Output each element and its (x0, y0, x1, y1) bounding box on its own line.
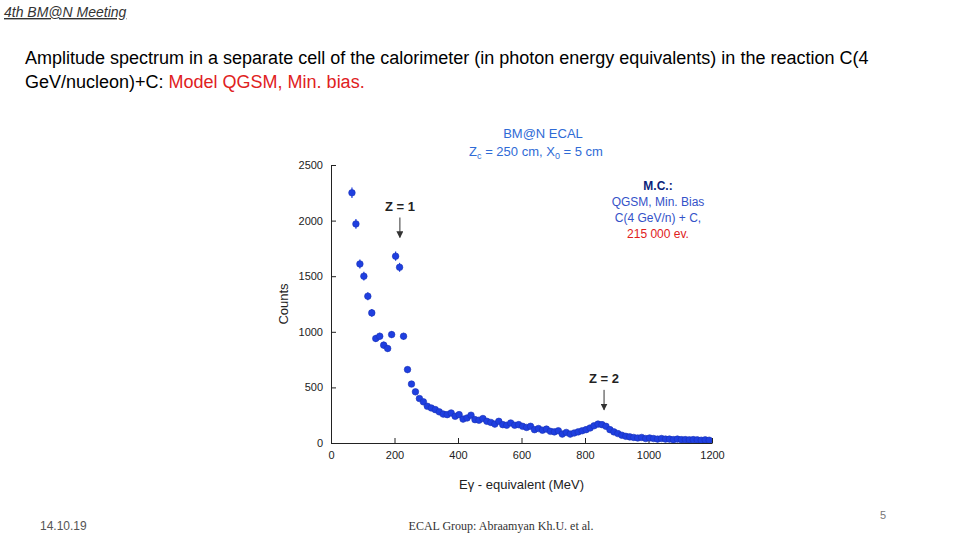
y-tick: 500 (305, 381, 336, 393)
x-tick-label: 0 (328, 449, 334, 461)
x-tick-label: 200 (386, 449, 404, 461)
y-tick-mark (331, 165, 336, 166)
heading-highlight: Model QGSM, Min. bias. (169, 72, 365, 92)
x-tick-mark (585, 438, 586, 443)
y-tick-mark (331, 332, 336, 333)
text-box-line: M.C.: (643, 179, 672, 193)
data-point (361, 273, 368, 280)
y-tick: 0 (317, 437, 336, 449)
y-tick-label: 0 (317, 437, 323, 449)
data-point (349, 190, 356, 197)
y-tick: 1000 (299, 326, 336, 338)
slide: 4th BM@N Meeting 14.10.19 ECAL Group: Abra… (0, 0, 960, 540)
y-axis: 0 500 1000 1500 2000 2500 (299, 159, 336, 449)
meeting-header: 4th BM@N Meeting (4, 4, 127, 20)
chart-subtitle: Zc = 250 cm, X0 = 5 cm (469, 144, 603, 161)
y-tick: 2500 (299, 159, 336, 171)
y-tick: 2000 (299, 215, 336, 227)
plot-area (349, 188, 712, 443)
data-point (369, 310, 376, 317)
y-tick-label: 2000 (299, 215, 323, 227)
footer-text: ECAL Group: Abraamyan Kh.U. et al. (409, 519, 594, 533)
chart-title: BM@N ECAL (503, 126, 583, 141)
y-tick-mark (331, 387, 336, 388)
subtitle-part: Z (469, 144, 477, 159)
x-tick: 800 (576, 438, 594, 461)
x-tick-label: 600 (513, 449, 531, 461)
x-tick-mark (522, 438, 523, 443)
data-point (396, 264, 403, 271)
x-tick-mark (458, 438, 459, 443)
data-point (404, 366, 411, 373)
subtitle-part: = 5 cm (560, 144, 603, 159)
annotation-arrow (399, 218, 400, 238)
data-point (384, 345, 391, 352)
data-point (392, 253, 399, 260)
y-tick-mark (331, 221, 336, 222)
x-tick-label: 1200 (700, 449, 724, 461)
text-box-line: C(4 GeV/n) + C, (615, 211, 701, 225)
x-tick: 600 (513, 438, 531, 461)
page-number: 5 (880, 509, 886, 521)
y-tick-mark (331, 276, 336, 277)
x-axis-line (332, 443, 713, 444)
x-tick-label: 800 (576, 449, 594, 461)
x-tick-mark (395, 438, 396, 443)
text-box-line: 215 000 ev. (627, 227, 689, 241)
data-point (376, 333, 383, 340)
data-point (408, 381, 415, 388)
x-tick-mark (712, 438, 713, 443)
annotation-arrow (604, 390, 605, 410)
data-point (365, 293, 372, 300)
text-box-line: QGSM, Min. Bias (612, 195, 705, 209)
data-point (353, 221, 360, 228)
y-tick-label: 2500 (299, 159, 323, 171)
x-tick: 400 (449, 438, 467, 461)
annotation-label: Z = 2 (589, 371, 619, 386)
data-point (357, 261, 364, 268)
annotation-label: Z = 1 (385, 199, 415, 214)
data-point (388, 331, 395, 338)
y-axis-line (331, 166, 332, 444)
data-point (706, 437, 712, 443)
y-tick: 1500 (299, 270, 336, 282)
y-tick-label: 1000 (299, 326, 323, 338)
y-axis-title: Counts (276, 283, 291, 325)
y-tick-label: 500 (305, 381, 323, 393)
x-tick-label: 400 (449, 449, 467, 461)
heading: Amplitude spectrum in a separate cell of… (25, 46, 950, 94)
y-tick-mark (331, 443, 336, 444)
subtitle-part: = 250 cm, X (482, 144, 556, 159)
footer-date: 14.10.19 (40, 519, 87, 533)
x-axis-title: Eγ - equivalent (MeV) (459, 477, 584, 492)
x-tick: 200 (386, 438, 404, 461)
heading-text: Amplitude spectrum in a separate cell of… (25, 48, 868, 92)
y-tick-label: 1500 (299, 270, 323, 282)
x-tick-label: 1000 (637, 449, 661, 461)
data-point (412, 389, 419, 396)
data-point (400, 333, 407, 340)
